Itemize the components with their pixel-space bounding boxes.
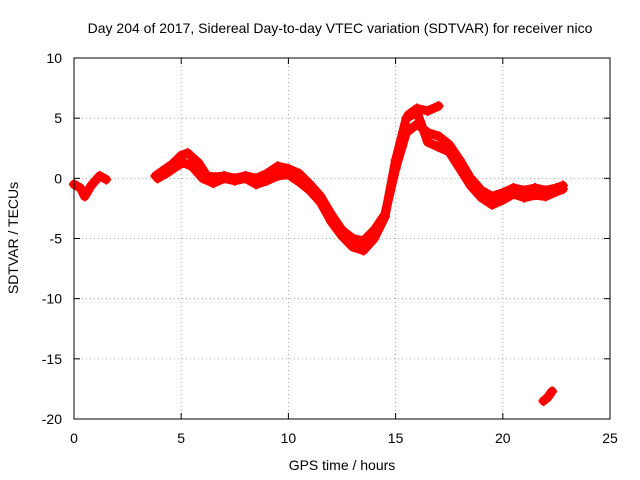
data-point xyxy=(315,197,326,208)
data-point xyxy=(422,105,433,116)
data-point xyxy=(540,191,551,202)
data-point xyxy=(197,173,208,184)
ticks xyxy=(73,57,611,420)
data-point xyxy=(337,231,347,242)
data-point xyxy=(347,241,358,252)
data-point xyxy=(465,180,476,191)
data-point xyxy=(186,161,197,172)
data-point xyxy=(161,168,172,179)
chart-title: Day 204 of 2017, Sidereal Day-to-day VTE… xyxy=(88,20,593,36)
data-point xyxy=(304,185,315,196)
series-track-spike xyxy=(403,101,444,120)
y-tick-label: 10 xyxy=(46,50,62,66)
series-isolated-low xyxy=(538,386,558,406)
x-tick-label: 25 xyxy=(602,430,618,446)
data-point xyxy=(169,162,180,173)
data-point xyxy=(422,137,433,148)
series-trail xyxy=(153,107,568,255)
data-point xyxy=(433,142,444,153)
data-point xyxy=(551,186,562,197)
data-point xyxy=(433,131,444,142)
series-trail xyxy=(404,101,443,120)
series-track-lower xyxy=(152,107,568,256)
data-point xyxy=(272,170,283,181)
data-point xyxy=(219,173,230,184)
y-tick-label: -20 xyxy=(42,411,62,427)
x-tick-label: 20 xyxy=(495,430,511,446)
data-point xyxy=(182,148,193,159)
data-point xyxy=(75,182,86,193)
data-point xyxy=(283,169,294,180)
data-point xyxy=(229,175,240,186)
data-point xyxy=(261,175,272,186)
x-tick-label: 5 xyxy=(177,430,185,446)
series-segment-early xyxy=(69,170,112,202)
series-layer xyxy=(69,101,568,406)
data-point xyxy=(294,176,305,187)
data-point xyxy=(390,155,401,166)
data-point xyxy=(101,174,112,185)
data-point xyxy=(529,190,540,201)
data-point xyxy=(547,386,558,397)
x-tick-label: 10 xyxy=(281,430,297,446)
tick-labels: 0 5 10 15 20 25 -20 -15 -10 -5 0 5 10 xyxy=(42,50,618,446)
data-point xyxy=(487,199,498,210)
data-point xyxy=(358,245,369,256)
data-point xyxy=(251,179,262,190)
data-point xyxy=(508,188,519,199)
x-tick-label: 0 xyxy=(70,430,78,446)
data-point xyxy=(433,101,444,112)
y-tick-label: -15 xyxy=(42,351,62,367)
data-point xyxy=(444,146,455,157)
data-point xyxy=(79,191,90,202)
data-point xyxy=(403,109,414,120)
data-point xyxy=(557,184,568,195)
data-point xyxy=(240,173,251,184)
data-point xyxy=(369,233,380,244)
x-tick-label: 15 xyxy=(388,430,404,446)
data-point xyxy=(497,194,508,205)
data-point xyxy=(412,103,423,114)
y-axis-label: SDTVAR / TECUs xyxy=(5,182,21,294)
y-tick-label: 5 xyxy=(54,110,62,126)
data-point xyxy=(542,392,553,403)
data-point xyxy=(476,192,487,203)
x-axis-label: GPS time / hours xyxy=(289,457,396,473)
data-point xyxy=(152,173,163,184)
data-point xyxy=(326,216,337,227)
data-point xyxy=(379,211,390,222)
data-point xyxy=(454,163,465,174)
data-point xyxy=(94,170,105,181)
data-point xyxy=(272,161,283,172)
data-point xyxy=(178,157,189,168)
y-tick-label: 0 xyxy=(54,170,62,186)
y-tick-label: -10 xyxy=(42,291,62,307)
data-point xyxy=(193,157,204,168)
data-point xyxy=(519,192,530,203)
y-tick-label: -5 xyxy=(50,231,63,247)
data-point xyxy=(208,178,219,189)
